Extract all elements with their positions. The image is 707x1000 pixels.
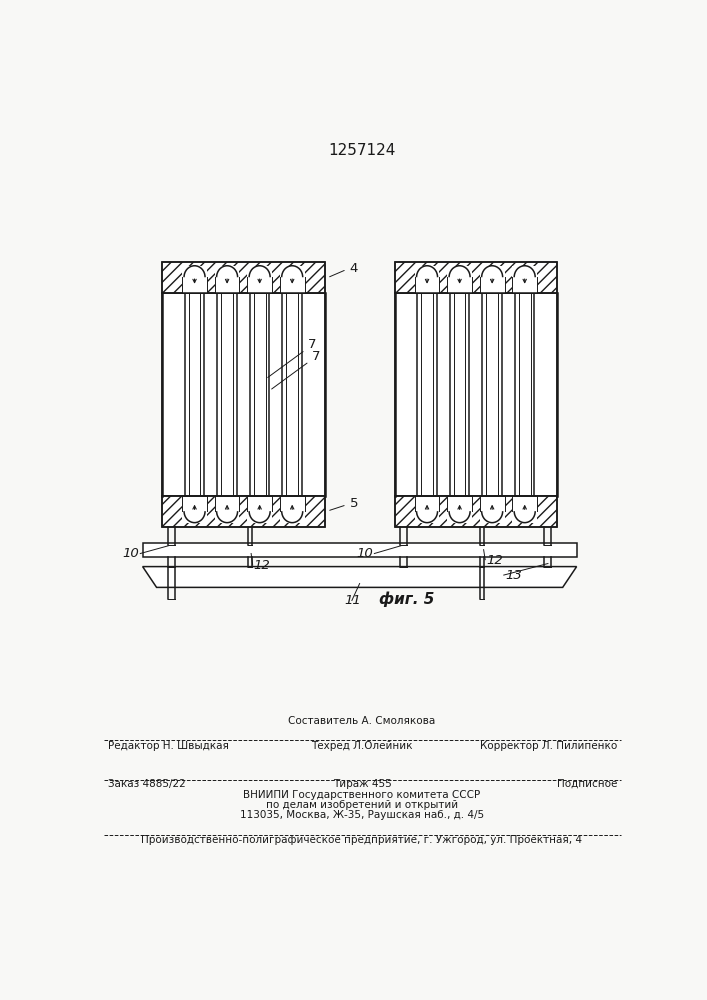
Polygon shape — [143, 567, 577, 587]
Text: 10: 10 — [356, 547, 373, 560]
Bar — [448, 496, 472, 523]
Text: 4: 4 — [329, 262, 358, 277]
Bar — [415, 266, 440, 293]
Text: 12: 12 — [253, 559, 270, 572]
Bar — [143, 544, 577, 557]
Text: Заказ 4885/22: Заказ 4885/22 — [107, 779, 185, 789]
Bar — [395, 262, 557, 293]
Text: Подписное: Подписное — [556, 779, 617, 789]
Bar — [395, 496, 557, 527]
Text: 1257124: 1257124 — [328, 143, 396, 158]
Bar — [280, 266, 305, 293]
Text: Производственно-полиграфическое предприятие, г. Ужгород, ул. Проектная, 4: Производственно-полиграфическое предприя… — [141, 835, 583, 845]
Bar — [215, 266, 240, 293]
Bar — [395, 496, 557, 527]
Bar — [395, 293, 557, 496]
Text: 13: 13 — [506, 569, 522, 582]
Bar — [215, 496, 240, 523]
Bar — [162, 262, 325, 293]
Text: ВНИИПИ Государственного комитета СССР: ВНИИПИ Государственного комитета СССР — [243, 790, 481, 800]
Text: 7: 7 — [271, 350, 320, 389]
Bar — [395, 262, 557, 293]
Bar — [162, 496, 325, 527]
Text: 10: 10 — [122, 547, 139, 560]
Text: Редактор Н. Швыдкая: Редактор Н. Швыдкая — [107, 741, 228, 751]
Text: 113035, Москва, Ж-35, Раушская наб., д. 4/5: 113035, Москва, Ж-35, Раушская наб., д. … — [240, 810, 484, 820]
Text: 12: 12 — [486, 554, 503, 567]
Bar — [162, 262, 325, 293]
Bar — [247, 496, 272, 523]
Bar — [513, 496, 537, 523]
Text: Тираж 455: Тираж 455 — [332, 779, 392, 789]
Bar — [162, 293, 325, 496]
Bar — [162, 496, 325, 527]
Bar — [280, 496, 305, 523]
Text: Корректор Л. Пилипенко: Корректор Л. Пилипенко — [479, 741, 617, 751]
Bar — [480, 266, 505, 293]
Text: 11: 11 — [344, 594, 361, 607]
Text: Составитель А. Смолякова: Составитель А. Смолякова — [288, 716, 436, 726]
Bar — [182, 496, 207, 523]
Bar — [415, 496, 440, 523]
Text: 5: 5 — [329, 497, 358, 510]
Bar — [182, 266, 207, 293]
Text: 7: 7 — [268, 338, 317, 377]
Text: Техред Л.Олейник: Техред Л.Олейник — [311, 741, 413, 751]
Text: фиг. 5: фиг. 5 — [379, 592, 434, 607]
Bar — [480, 496, 505, 523]
Bar — [247, 266, 272, 293]
Bar — [448, 266, 472, 293]
Text: по делам изобретений и открытий: по делам изобретений и открытий — [266, 800, 458, 810]
Bar — [513, 266, 537, 293]
